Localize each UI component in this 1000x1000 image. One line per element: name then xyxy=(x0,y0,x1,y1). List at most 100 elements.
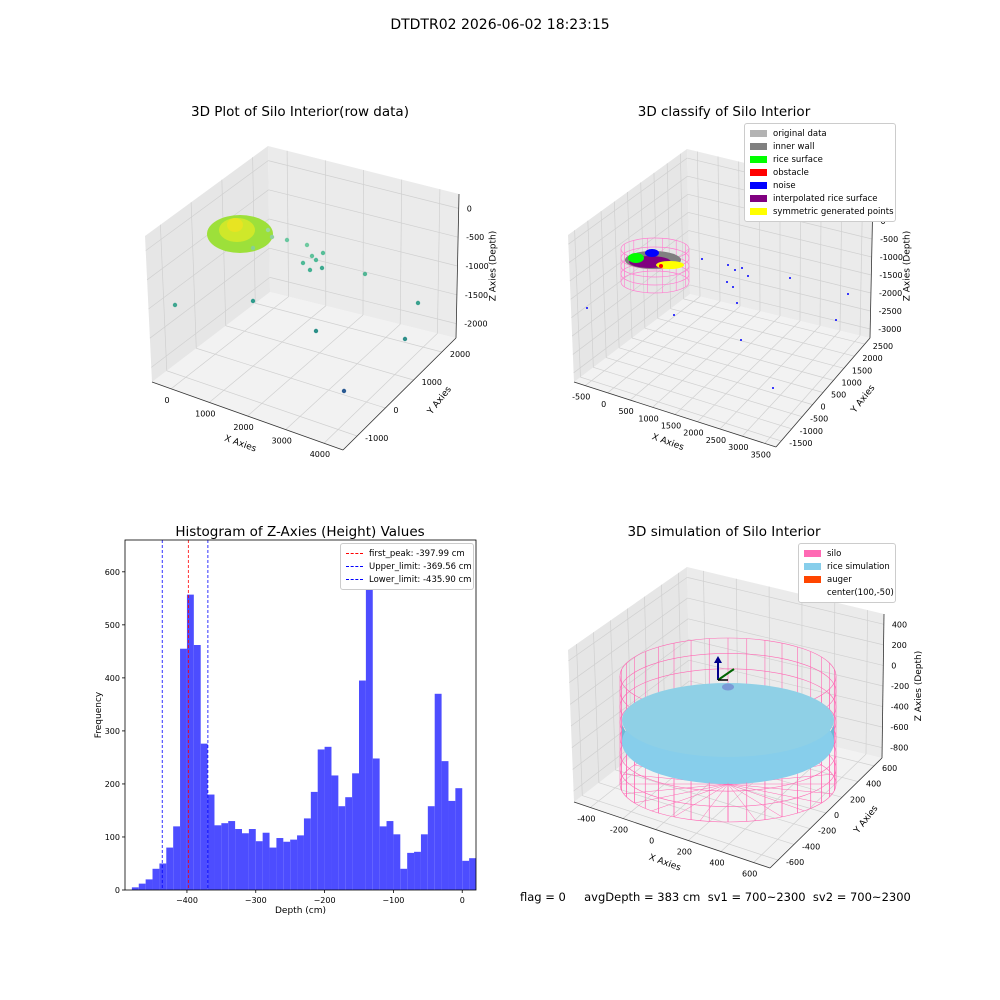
cls-legend-label: obstacle xyxy=(773,167,809,178)
sim-silo-floor-spoke xyxy=(699,783,729,821)
cls-legend-swatch xyxy=(750,208,767,215)
hist-bar xyxy=(434,693,442,890)
cls-grid-x-back xyxy=(738,161,741,307)
cls-legend-label: original data xyxy=(773,128,827,139)
raw-data-point xyxy=(304,242,310,248)
cls-grid-y-left xyxy=(600,211,607,358)
sim-x-axis-line xyxy=(573,801,771,869)
hist-legend-line xyxy=(346,579,363,580)
raw-grid-y-floor xyxy=(255,302,442,353)
hist-bar xyxy=(448,800,456,890)
raw-z-tick-label: -500 xyxy=(466,233,484,242)
cls-x-tick-label: 3500 xyxy=(751,450,771,459)
raw-x-axis-line xyxy=(151,381,344,451)
cls-y-tick-label: 1000 xyxy=(841,378,861,387)
cls-legend-entry: interpolated rice surface xyxy=(750,192,890,205)
sim-legend-entry: silo xyxy=(804,547,890,560)
sim-legend-swatch xyxy=(804,563,821,570)
figure-title: DTDTR02 2026-06-02 18:23:15 xyxy=(390,17,610,33)
sim-grid-z-back xyxy=(687,577,884,625)
cls-noise-point xyxy=(727,264,729,266)
cls-y-axis-line xyxy=(775,337,871,448)
hist-bar xyxy=(462,860,470,890)
cls-grid-y-floor xyxy=(593,366,792,430)
raw-y-tick-label: 0 xyxy=(393,406,398,415)
sim-legend-swatch xyxy=(804,589,821,596)
cls-legend-label: symmetric generated points xyxy=(773,206,894,217)
cls-x-axis-line xyxy=(573,381,777,448)
hist-x-tick-label: −300 xyxy=(245,896,267,905)
raw-z-tick-label: -1000 xyxy=(466,262,489,271)
cls-grid-z-back xyxy=(689,284,871,330)
cls-y-tick-label: 2500 xyxy=(873,342,893,351)
sim-z-tick-label: 0 xyxy=(891,661,896,670)
sim-y-tick-label: -600 xyxy=(786,858,804,867)
sim-y-tick-label: -200 xyxy=(818,827,836,836)
raw-surface-peak xyxy=(227,218,243,232)
cls-grid-y-left xyxy=(613,201,620,348)
cls-legend-label: interpolated rice surface xyxy=(773,193,878,204)
raw-data-point xyxy=(265,227,271,233)
cls-legend-swatch xyxy=(750,156,767,163)
sim-grid-z-left xyxy=(568,577,688,662)
raw-grid-z-back xyxy=(268,218,458,267)
hist-bar xyxy=(131,887,139,890)
sim-pane-left xyxy=(568,567,690,802)
hist-bar xyxy=(352,773,359,890)
raw-data-point xyxy=(362,271,368,277)
hist-bar xyxy=(235,829,242,890)
hist-bar xyxy=(303,818,311,890)
raw-grid-z-left xyxy=(145,160,269,251)
cls-noise-point xyxy=(847,293,849,295)
hist-bar xyxy=(317,749,325,890)
cls-z-tick-label: -1500 xyxy=(879,271,902,280)
cls-pane-left xyxy=(568,149,690,382)
sim-x-tick-label: 600 xyxy=(742,870,757,879)
hist-bar xyxy=(359,680,366,890)
cls-grid-y-floor xyxy=(631,337,824,393)
hist-y-tick-label: 600 xyxy=(105,568,120,577)
cls-grid-y-left xyxy=(653,172,659,319)
hist-legend-line xyxy=(346,566,363,567)
raw-data-point xyxy=(250,245,256,251)
sim-x-tick-label: -400 xyxy=(577,815,595,824)
sim-grid-z-left xyxy=(569,618,689,705)
raw-grid-y-floor xyxy=(225,325,414,381)
cls-x-tick-label: 3000 xyxy=(728,443,748,452)
hist-x-tick-label: −200 xyxy=(314,896,336,905)
raw-data-point xyxy=(313,328,319,334)
cls-y-tick-label: 2000 xyxy=(862,354,882,363)
cls-noise-point xyxy=(586,307,588,309)
cls-rice-surface xyxy=(628,253,644,263)
raw-x-tick-label: 2000 xyxy=(233,423,253,432)
sim-grid-z-back xyxy=(688,659,883,707)
cls-legend-swatch xyxy=(750,130,767,137)
hist-bar xyxy=(221,823,229,890)
cls-grid-y-floor xyxy=(657,318,844,369)
hist-bar xyxy=(441,761,449,890)
cls-grid-y-left xyxy=(666,163,672,309)
cls-grid-z-back xyxy=(688,230,872,276)
hist-legend-entry: Lower_limit: -435.90 cm xyxy=(346,573,471,586)
hist-bar xyxy=(228,821,236,890)
cls-legend-swatch xyxy=(750,195,767,202)
sim-silo-floor-spoke xyxy=(651,783,729,812)
hist-bar xyxy=(469,858,476,890)
cls-legend-entry: inner wall xyxy=(750,140,890,153)
sim-z-tick-label: -600 xyxy=(890,723,908,732)
sim-x-tick-label: -200 xyxy=(610,826,628,835)
cls-legend-entry: noise xyxy=(750,179,890,192)
raw-grid-z-back xyxy=(268,160,459,209)
raw-y-tick-label: -1000 xyxy=(365,434,388,443)
hist-bar xyxy=(372,758,380,890)
cls-x-tick-label: 1000 xyxy=(638,414,658,423)
hist-bar xyxy=(180,648,187,890)
cls-grid-z-left xyxy=(569,194,689,282)
hist-bar xyxy=(207,794,215,890)
hist-bar xyxy=(386,821,394,890)
sim-grid-z-left xyxy=(569,597,688,683)
hist-y-tick-label: 100 xyxy=(105,833,120,842)
cls-y-tick-label: -1500 xyxy=(789,439,812,448)
